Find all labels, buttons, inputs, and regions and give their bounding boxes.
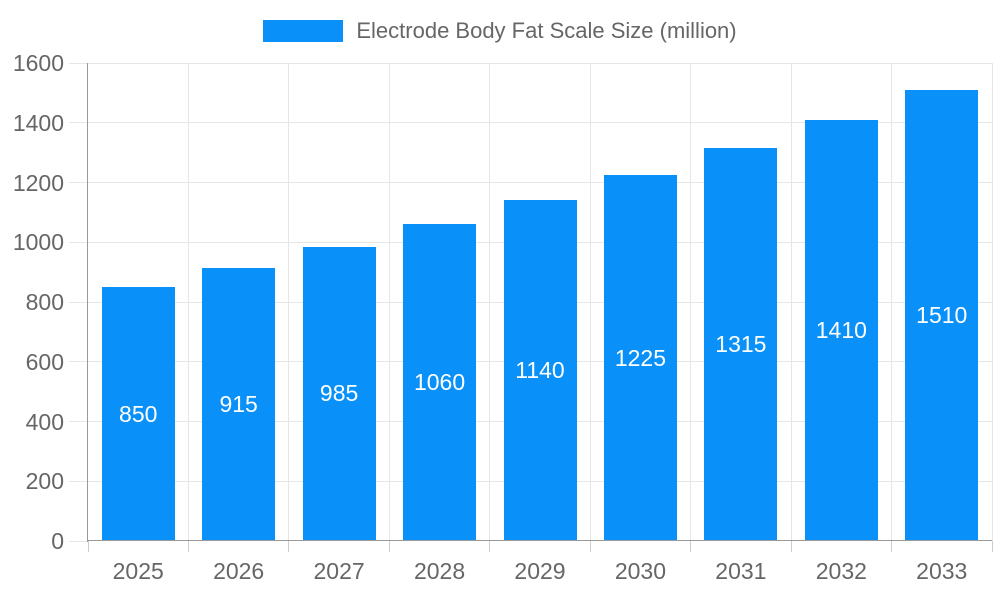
y-axis-tick — [69, 301, 88, 303]
x-axis-tick — [288, 541, 290, 552]
bar-value-label: 1140 — [515, 357, 565, 384]
bar[interactable]: 1060 — [403, 224, 477, 541]
x-tick-label: 2028 — [413, 558, 466, 584]
y-tick-label: 400 — [25, 408, 64, 435]
y-axis-tick — [69, 182, 88, 183]
legend[interactable]: Electrode Body Fat Scale Size (million) — [0, 18, 1000, 44]
x-tick-label: 2032 — [815, 558, 867, 584]
grid-line-horizontal — [88, 122, 992, 124]
y-tick-label: 1600 — [12, 50, 64, 76]
x-tick-label: 2027 — [313, 558, 365, 584]
bar[interactable]: 1225 — [603, 175, 677, 541]
x-tick-label: 2030 — [614, 558, 667, 584]
x-tick-label: 2025 — [112, 558, 164, 584]
bar[interactable]: 850 — [101, 287, 175, 541]
x-axis-tick — [790, 541, 792, 552]
legend-swatch — [263, 20, 344, 42]
y-axis-line — [87, 63, 88, 542]
bar-value-label: 1510 — [916, 301, 968, 328]
grid-line-vertical — [790, 63, 792, 541]
bar-value-label: 1225 — [614, 344, 667, 371]
y-tick-label: 1400 — [12, 109, 64, 136]
y-tick-label: 200 — [25, 468, 64, 495]
y-tick-label: 800 — [25, 289, 64, 315]
y-tick-label: 1200 — [12, 169, 64, 196]
y-axis-tick — [69, 421, 88, 422]
y-tick-label: 1000 — [12, 229, 64, 256]
x-tick-label: 2031 — [715, 558, 767, 584]
x-axis-tick — [690, 541, 692, 552]
x-tick-label: 2033 — [916, 558, 968, 584]
y-axis-tick — [69, 122, 88, 124]
bar[interactable]: 985 — [302, 246, 376, 541]
legend-label: Electrode Body Fat Scale Size (million) — [356, 18, 737, 43]
x-axis-tick — [388, 541, 390, 552]
grid-line-vertical — [991, 63, 993, 541]
x-axis-tick — [87, 541, 89, 552]
bar[interactable]: 915 — [202, 267, 276, 541]
x-axis-line — [87, 540, 992, 541]
bar-value-label: 1315 — [715, 331, 767, 358]
x-tick-label: 2026 — [213, 558, 265, 584]
bar[interactable]: 1140 — [503, 200, 577, 541]
grid-line-vertical — [489, 63, 491, 541]
x-tick-label: 2029 — [514, 558, 566, 584]
x-axis-tick — [891, 541, 893, 552]
x-axis-tick — [589, 541, 591, 552]
grid-line-vertical — [690, 63, 692, 541]
grid-line-vertical — [187, 63, 189, 541]
bar-value-label: 985 — [319, 380, 359, 407]
y-axis-tick — [69, 241, 88, 243]
grid-line-vertical — [589, 63, 591, 541]
y-axis-tick — [69, 361, 88, 363]
y-axis-tick — [69, 540, 88, 542]
x-axis-tick — [991, 541, 993, 552]
grid-line-vertical — [891, 63, 893, 541]
bar-value-label: 850 — [119, 400, 158, 427]
x-axis-tick — [489, 541, 491, 552]
grid-line-vertical — [388, 63, 390, 541]
y-tick-label: 0 — [51, 528, 64, 554]
bar[interactable]: 1315 — [704, 148, 778, 541]
bar-value-label: 1410 — [815, 316, 867, 343]
grid-line-horizontal — [88, 182, 992, 183]
bar-value-label: 1060 — [413, 369, 466, 396]
bar-value-label: 915 — [219, 390, 258, 417]
y-axis-tick — [69, 62, 88, 64]
y-axis-tick — [69, 480, 88, 482]
grid-line-vertical — [288, 63, 290, 541]
grid-line-horizontal — [88, 62, 992, 64]
bar[interactable]: 1410 — [804, 119, 878, 541]
y-tick-label: 600 — [25, 348, 64, 375]
bar[interactable]: 1510 — [905, 89, 979, 541]
x-axis-tick — [187, 541, 189, 552]
plot-area: 0 200 400 600 800 1000 1200 1400 1600 2025 2026 202… — [13, 50, 993, 584]
